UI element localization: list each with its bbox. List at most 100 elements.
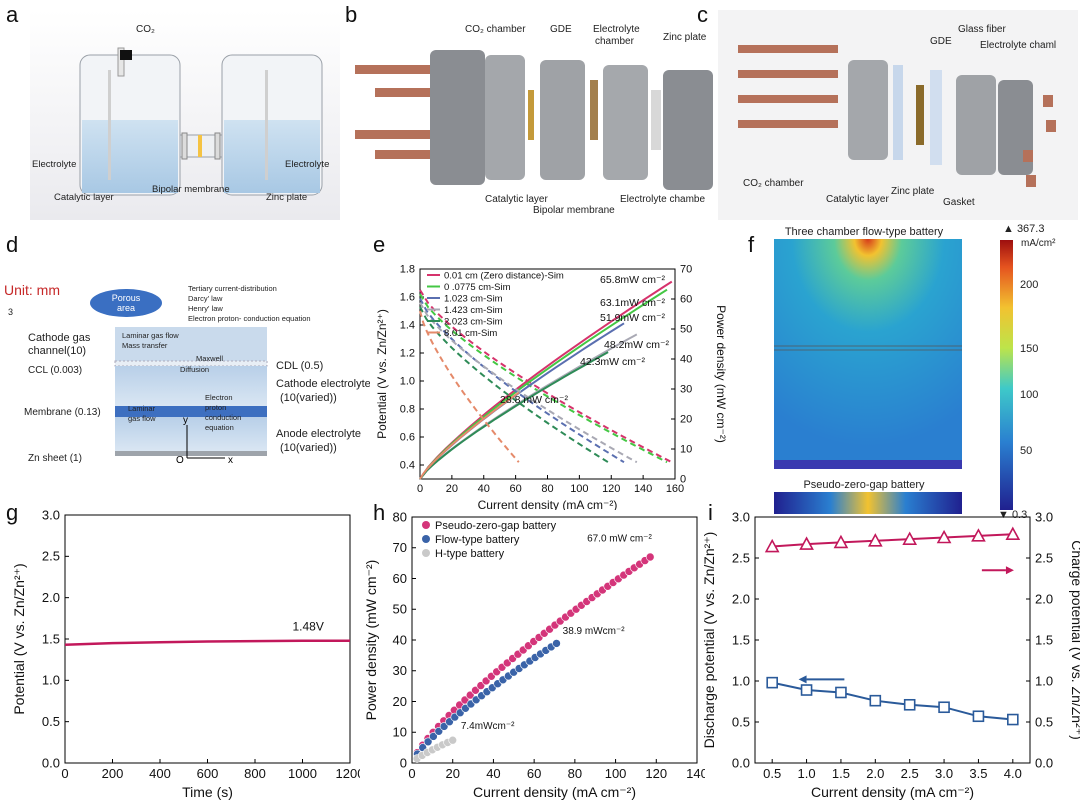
- panel-letter-c: c: [697, 2, 708, 27]
- charge-point: [936, 529, 952, 544]
- gas-inlet-cap: [120, 50, 132, 60]
- label-gde-c: GDE: [930, 36, 952, 47]
- power-curve: [419, 288, 668, 480]
- y2-tick-label: 0: [680, 474, 686, 486]
- left-label-membrane: Membrane (0.13): [24, 407, 101, 418]
- y-tick-label: 0.6: [400, 432, 415, 444]
- y-tick-label: 0.5: [42, 714, 60, 729]
- panel-letter-i: i: [708, 500, 713, 525]
- inner-laminar: Laminar: [128, 404, 156, 413]
- x-tick-label: 100: [605, 766, 627, 781]
- colorbar-min: ▼ 0.3: [998, 509, 1027, 521]
- scale-mark: 3: [8, 307, 13, 317]
- y-tick-label: 0.0: [732, 755, 750, 770]
- discharge-point: [972, 710, 985, 723]
- porous-label-1: Porous: [112, 293, 141, 303]
- co2-label: CO₂: [136, 24, 155, 35]
- label-catalytic-layer-c: Catalytic layer: [826, 194, 889, 205]
- label-electrolyte-chamber-c: Electrolyte chaml: [980, 40, 1056, 51]
- y2-tick-label: 2.0: [1035, 591, 1053, 606]
- y-tick-label: 2.0: [732, 591, 750, 606]
- y-tick-label: 1.4: [400, 320, 415, 332]
- data-point: [423, 737, 433, 747]
- legend-marker: [422, 535, 430, 543]
- label-glass-fiber: Glass fiber: [958, 24, 1006, 35]
- charge-point: [1005, 526, 1021, 541]
- right-label-anode-1: Anode electrolyte: [276, 428, 361, 440]
- y2-tick-label: 0.0: [1035, 755, 1053, 770]
- panel-letter-b: b: [345, 2, 358, 27]
- x-tick-label: 400: [149, 766, 171, 781]
- axis-y-label: y: [183, 415, 188, 426]
- zero-gap-heatmap: [774, 492, 962, 514]
- legend-entry: Pseudo-zero-gap battery: [435, 520, 557, 532]
- label-chamber: chamber: [595, 36, 635, 47]
- y-tick-label: 0.0: [42, 755, 60, 770]
- membrane-region: [115, 406, 267, 417]
- chart-h-power-density: 0 20 40 60 80 100 120 140 0 10 20 30 40 50 60 70 80 Curre…: [363, 509, 705, 800]
- plot-frame: [64, 514, 351, 764]
- y-axis-title: Potential (V vs. Zn/Zn²⁺): [375, 309, 389, 439]
- panel-letter-h: h: [373, 500, 386, 525]
- y-tick-label: 1.0: [400, 376, 415, 388]
- left-axis-arrowhead: [798, 675, 807, 684]
- y-tick-label: 1.8: [400, 264, 415, 276]
- peak-annotation: 42.3mW cm⁻²: [580, 356, 646, 368]
- y2-tick-label: 30: [680, 384, 692, 396]
- panel-letter-a: a: [6, 2, 19, 27]
- polarization-curve: [419, 306, 609, 464]
- right-label-cathode-2: (10(varied)): [280, 392, 337, 404]
- x-tick-label: 0: [61, 766, 68, 781]
- y-axis-title: Power density (mW cm⁻²): [363, 560, 379, 721]
- co2-chamber-c: [848, 60, 888, 160]
- porous-label-2: area: [117, 303, 135, 313]
- x-tick-label: 2.0: [866, 766, 884, 781]
- legend-entry: 0 .0775 cm-Sim: [444, 282, 511, 293]
- x-tick-label: 60: [510, 483, 522, 495]
- y2-tick-label: 50: [680, 324, 692, 336]
- electrolyte-chamber-c: [956, 75, 996, 175]
- x-tick-label: 2.5: [901, 766, 919, 781]
- discharge-point: [938, 701, 950, 714]
- charge-point: [799, 536, 814, 550]
- x-tick-label: 1.0: [798, 766, 816, 781]
- panel-letter-e: e: [373, 232, 386, 257]
- inner-conduction: conduction: [205, 413, 241, 422]
- label-electrolyte-chamber-b: Electrolyte chambe: [620, 194, 705, 205]
- data-point: [465, 690, 475, 700]
- bipolar-membrane-block: [590, 80, 598, 140]
- y-tick-label: 70: [393, 540, 407, 555]
- label-zinc-plate: Zinc plate: [266, 192, 307, 203]
- label-electrolyte-right: Electrolyte: [285, 159, 329, 170]
- discharge-point: [766, 676, 778, 689]
- zn-sheet-region: [115, 451, 267, 456]
- legend-entry: 1.423 cm-Sim: [444, 305, 503, 316]
- x-tick-label: 200: [102, 766, 124, 781]
- x-tick-label: 60: [527, 766, 541, 781]
- inner-maxwell: Maxwell: [196, 354, 223, 363]
- peak-annotation: 63.1mW cm⁻²: [600, 297, 666, 309]
- unit-label: Unit: mm: [4, 282, 60, 298]
- right-label-cdl: CDL (0.5): [276, 360, 323, 372]
- legend-entry: Flow-type battery: [435, 534, 520, 546]
- label-electrolyte-left: Electrolyte: [32, 159, 76, 170]
- x-tick-label: 100: [570, 483, 588, 495]
- inner-laminar-gas: Laminar gas flow: [122, 331, 179, 340]
- gde-layer: [528, 90, 534, 140]
- y-tick-label: 10: [393, 725, 407, 740]
- y-tick-label: 0.8: [400, 404, 415, 416]
- x-tick-label: 120: [645, 766, 667, 781]
- inner-mass-transfer: Mass transfer: [122, 341, 168, 350]
- y2-tick-label: 2.5: [1035, 550, 1053, 565]
- y2-tick-label: 10: [680, 444, 692, 456]
- zero-gap-cell-exploded-view: Glass fiber GDE Electrolyte chaml CO₂ ch…: [718, 10, 1078, 220]
- glass-fiber-c: [930, 70, 942, 165]
- data-point: [460, 695, 470, 705]
- y2-tick-label: 0.5: [1035, 714, 1053, 729]
- discharge-point: [835, 686, 847, 699]
- right-electrolyte: [224, 120, 320, 193]
- chart-i-charge-discharge: 0.5 1.0 1.5 2.0 2.5 3.0 3.5 4.0 0.0 0.5 1.0 1.5 2.0 2…: [701, 509, 1080, 800]
- peak-annotation: 28.8 mW cm⁻²: [500, 394, 568, 406]
- power-curve: [419, 391, 520, 480]
